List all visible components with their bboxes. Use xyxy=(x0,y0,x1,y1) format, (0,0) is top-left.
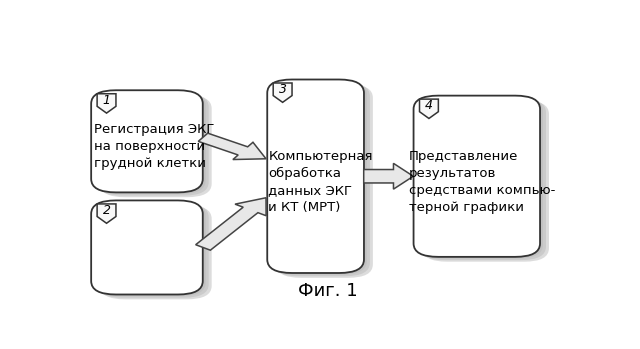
Text: 1: 1 xyxy=(102,94,111,107)
FancyBboxPatch shape xyxy=(270,81,367,275)
Polygon shape xyxy=(364,163,413,189)
Polygon shape xyxy=(97,94,116,113)
FancyBboxPatch shape xyxy=(422,101,549,262)
FancyBboxPatch shape xyxy=(276,84,373,278)
Polygon shape xyxy=(198,133,266,159)
FancyBboxPatch shape xyxy=(413,96,540,257)
Text: 3: 3 xyxy=(278,83,287,96)
Text: Регистрация ЭКГ
на поверхности
грудной клетки: Регистрация ЭКГ на поверхности грудной к… xyxy=(94,123,214,170)
Text: Фиг. 1: Фиг. 1 xyxy=(298,282,358,300)
Text: Компьютерная
обработка
данных ЭКГ
и КТ (МРТ): Компьютерная обработка данных ЭКГ и КТ (… xyxy=(268,150,373,214)
FancyBboxPatch shape xyxy=(100,205,212,299)
FancyBboxPatch shape xyxy=(94,202,205,296)
Text: Представление
результатов
средствами компью-
терной графики: Представление результатов средствами ком… xyxy=(408,150,555,214)
Text: 2: 2 xyxy=(102,204,111,217)
FancyBboxPatch shape xyxy=(273,83,370,276)
FancyBboxPatch shape xyxy=(268,80,364,273)
Text: 4: 4 xyxy=(425,99,433,112)
FancyBboxPatch shape xyxy=(100,95,212,197)
Polygon shape xyxy=(97,204,116,223)
Polygon shape xyxy=(196,198,266,250)
FancyBboxPatch shape xyxy=(97,94,209,195)
FancyBboxPatch shape xyxy=(97,204,209,298)
FancyBboxPatch shape xyxy=(417,97,543,259)
Polygon shape xyxy=(273,83,292,102)
FancyBboxPatch shape xyxy=(419,99,546,260)
FancyBboxPatch shape xyxy=(91,90,203,192)
FancyBboxPatch shape xyxy=(94,92,205,194)
FancyBboxPatch shape xyxy=(91,200,203,295)
Polygon shape xyxy=(419,99,438,118)
